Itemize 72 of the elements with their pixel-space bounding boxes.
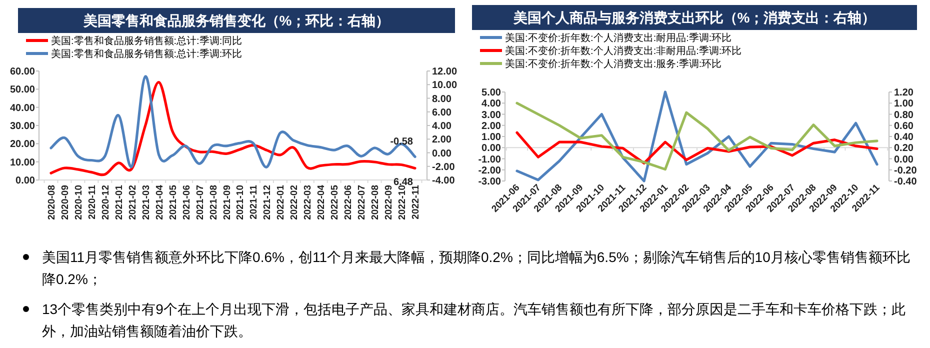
y2-tick-label: 12.00	[432, 66, 458, 78]
x-tick-label: 2021-11	[248, 184, 260, 220]
x-tick-label: 2021-03	[140, 185, 152, 220]
text: 美国11月零售销售额意外环比下降0.6%，创11个月来最大降幅，预期降0.2%；同比增幅为6.5%；剔除汽车销售后的10月核心零售销售额环比降0.2%；	[42, 249, 910, 287]
y2-tick-label: -4.00	[432, 176, 456, 186]
legend-label: 美国:零售和食品服务销售额:总计:季调:同比	[51, 35, 242, 47]
x-tick-label: 2020-10	[73, 185, 84, 220]
y2-tick-label: -0.20	[894, 165, 918, 176]
y-tick-label: 20.00	[10, 139, 36, 150]
x-tick-label: 2021-01	[114, 184, 125, 220]
legend-label: 美国:不变价:折年数:个人消费支出:耐用品:季调:环比	[505, 32, 732, 44]
legend-label: 美国:零售和食品服务销售额:总计:季调:环比	[51, 48, 242, 60]
y2-tick-label: 1.00	[894, 98, 914, 110]
data-label: -0.58	[390, 136, 414, 148]
y2-tick-label: 0.00	[432, 148, 452, 160]
y2-tick-label: -2.00	[432, 162, 456, 173]
x-tick-label: 2022-03	[302, 185, 314, 220]
y-tick-label: 5.00	[482, 88, 502, 98]
y2-tick-label: 2.00	[432, 134, 452, 146]
x-tick-label: 2020-09	[60, 185, 71, 220]
y2-tick-label: 0.60	[894, 120, 914, 132]
y-tick-label: 3.00	[482, 110, 502, 121]
y-tick-label: 2.00	[482, 120, 502, 132]
y2-tick-label: -0.40	[894, 176, 918, 188]
legend-label: 美国:不变价:折年数:个人消费支出:服务:季调:环比	[505, 58, 722, 70]
x-tick-label: 2022-10	[397, 185, 408, 220]
y2-tick-label: 0.80	[894, 110, 914, 121]
x-tick-label: 2022-01	[276, 184, 287, 220]
x-tick-label: 2021-07	[194, 185, 206, 220]
y-tick-label: 0.00	[482, 143, 502, 154]
y2-tick-label: 4.00	[432, 121, 452, 132]
x-tick-label: 2020-12	[100, 185, 112, 220]
x-tick-label: 2022-11	[410, 184, 422, 220]
x-tick-label: 2022-06	[343, 185, 354, 220]
y2-tick-label: 0.20	[894, 143, 914, 154]
y-tick-label: -2.00	[478, 165, 502, 176]
y-tick-label: 1.00	[482, 132, 502, 143]
x-tick-label: 2022-02	[289, 185, 300, 220]
y2-tick-label: 1.20	[894, 88, 914, 98]
chart-title: 美国零售和食品服务销售变化（%；环比：右轴）	[82, 12, 390, 28]
x-tick-label: 2021-08	[208, 185, 220, 220]
x-tick-label: 2022-07	[356, 185, 368, 220]
y-tick-label: -3.00	[478, 176, 502, 188]
x-tick-label: 2021-04	[154, 184, 166, 220]
x-tick-label: 2022-04	[316, 184, 328, 220]
x-tick-label: 2022-05	[330, 184, 341, 220]
y-tick-label: 0.00	[16, 176, 36, 186]
y-tick-label: 30.00	[10, 121, 36, 132]
text: 13个零售类别中有9个在上个月出现下滑，包括电子产品、家具和建材商店。汽车销售额也有所下降，部分原因是二手车和卡车价格下跌；此外，加油站销售额随着油价下跌。	[42, 301, 906, 339]
y-tick-label: -1.00	[478, 154, 502, 166]
x-tick-label: 2021-06	[181, 185, 192, 220]
x-tick-label: 2022-08	[370, 185, 382, 220]
x-tick-label: 2022-09	[384, 185, 395, 220]
x-tick-label: 2021-12	[262, 185, 274, 220]
x-tick-label: 2020-11	[86, 184, 98, 220]
y-tick-label: 50.00	[10, 84, 36, 96]
x-tick-label: 2021-09	[222, 185, 233, 220]
x-tick-label: 2021-02	[127, 185, 138, 220]
y-tick-label: 60.00	[10, 66, 36, 78]
x-tick-label: 2021-10	[235, 185, 246, 220]
legend-label: 美国:不变价:折年数:个人消费支出:非耐用品:季调:环比	[505, 45, 742, 57]
y-tick-label: 10.00	[10, 157, 36, 168]
y2-tick-label: 0.40	[894, 132, 914, 143]
y2-tick-label: 6.00	[432, 107, 452, 118]
chart-title: 美国个人商品与服务消费支出环比（%；消费支出：右轴）	[512, 10, 876, 26]
y-tick-label: 4.00	[482, 98, 502, 110]
y2-tick-label: 8.00	[432, 94, 452, 105]
y-tick-label: 40.00	[10, 102, 36, 114]
x-tick-label: 2021-05	[168, 184, 179, 220]
y2-tick-label: 10.00	[432, 80, 458, 92]
x-tick-label: 2020-08	[46, 185, 58, 220]
y2-tick-label: 0.00	[894, 154, 914, 166]
